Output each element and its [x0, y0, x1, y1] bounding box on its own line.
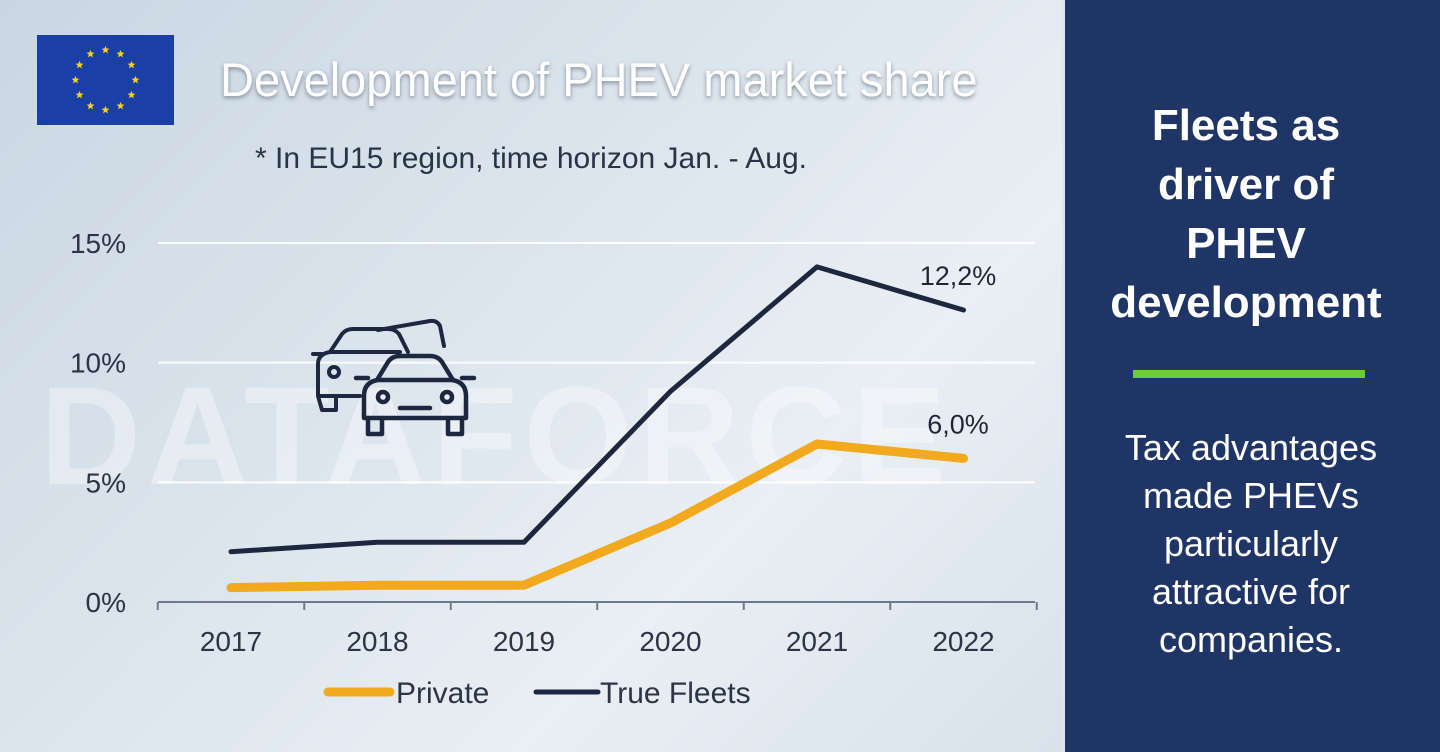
series-line-private: [226, 439, 968, 593]
x-tick-label: 2021: [786, 626, 848, 657]
x-tick-label: 2018: [346, 626, 408, 657]
eu-star-icon: [75, 60, 84, 69]
side-description: Tax advantages made PHEVs particularly attr…: [1124, 427, 1378, 660]
eu-star-icon: [71, 75, 80, 84]
legend-label: True Fleets: [600, 677, 751, 710]
y-tick-label: 5%: [86, 467, 126, 498]
eu-star-icon: [86, 101, 95, 110]
chart-panel: DATAFORCE Development of PHEV market sha…: [0, 0, 1062, 752]
divider: [1133, 370, 1365, 378]
x-tick-label: 2017: [200, 626, 262, 657]
eu-star-icon: [127, 90, 136, 99]
eu-star-icon: [116, 101, 125, 110]
side-heading: Fleets as driver of PHEV development: [1110, 101, 1382, 327]
x-tick-label: 2019: [493, 626, 555, 657]
eu-star-icon: [101, 45, 110, 54]
eu-flag-icon: [37, 35, 174, 125]
y-tick-label: 0%: [86, 587, 126, 618]
chart-title: Development of PHEV market share: [220, 53, 978, 106]
line-chart: 0% 5% 10% 15% 2017 2018 2019 2020 2021 2022: [70, 228, 1038, 710]
series-line-true-fleets: [228, 264, 966, 555]
eu-star-icon: [86, 49, 95, 58]
y-tick-label: 15%: [70, 228, 126, 259]
data-label: 6,0%: [927, 409, 989, 439]
y-tick-label: 10%: [70, 348, 126, 379]
legend-label: Private: [396, 677, 489, 710]
cars-icon: [311, 318, 477, 437]
eu-star-icon: [127, 60, 136, 69]
eu-star-icon: [101, 105, 110, 114]
eu-star-icon: [116, 49, 125, 58]
eu-star-icon: [75, 90, 84, 99]
x-tick-label: 2022: [932, 626, 994, 657]
data-label: 12,2%: [920, 261, 997, 291]
x-tick-label: 2020: [639, 626, 701, 657]
eu-star-icon: [131, 75, 140, 84]
chart-subtitle: * In EU15 region, time horizon Jan. - Au…: [255, 142, 807, 175]
side-panel: Fleets as driver of PHEV development Tax ad…: [1065, 0, 1440, 752]
